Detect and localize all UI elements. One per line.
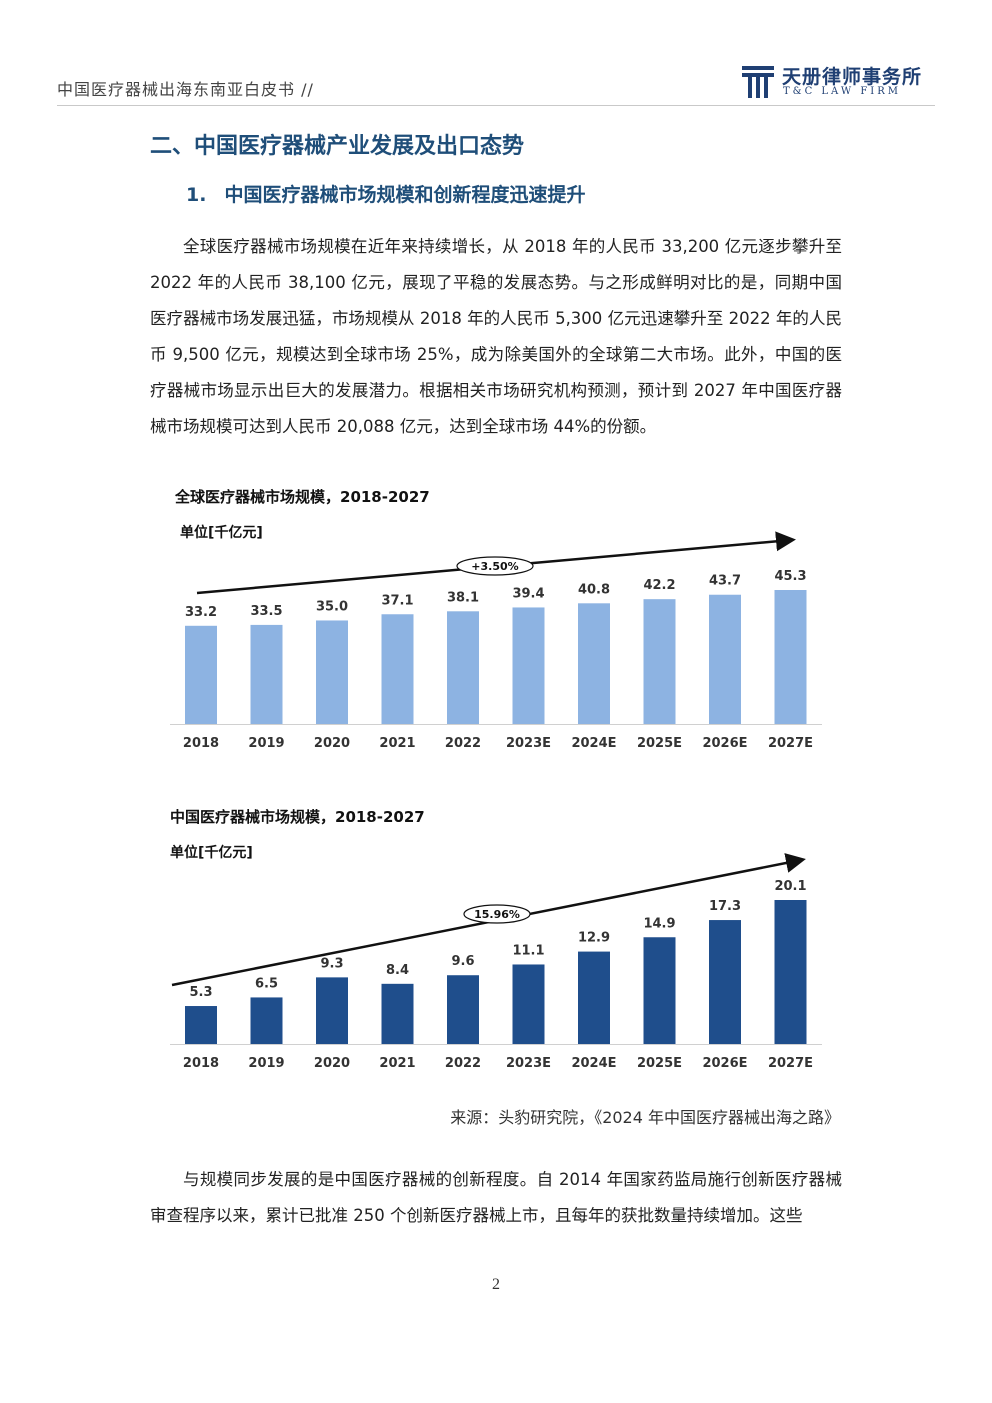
data-label: 33.2 <box>185 605 217 620</box>
x-tick-label: 2021 <box>379 1056 415 1071</box>
data-label: 39.4 <box>512 586 544 601</box>
x-tick-label: 2020 <box>314 736 350 751</box>
global-market-chart: 33.2 2018 33.5 2019 35.0 2020 37.1 2021 38.1 2022… <box>150 480 840 770</box>
data-label: 9.6 <box>451 954 474 969</box>
data-label: 20.1 <box>774 879 806 894</box>
data-label: 43.7 <box>709 574 741 589</box>
section-heading: 二、中国医疗器械产业发展及出口态势 <box>150 134 525 159</box>
bar <box>578 951 610 1044</box>
x-tick-label: 2023E <box>506 736 551 751</box>
bar <box>512 964 545 1044</box>
x-tick-label: 2021 <box>379 736 415 751</box>
x-tick-label: 2020 <box>314 1056 350 1071</box>
bar <box>447 611 479 724</box>
chart-title: 中国医疗器械市场规模，2018-2027 <box>170 808 425 826</box>
bar <box>381 614 414 724</box>
bar <box>709 594 741 724</box>
x-tick-label: 2024E <box>571 1056 616 1071</box>
bar <box>316 977 348 1044</box>
growth-rate-label: +3.50% <box>471 560 518 573</box>
data-label: 9.3 <box>320 956 343 971</box>
data-label: 6.5 <box>255 976 278 991</box>
chart-title: 全球医疗器械市场规模，2018-2027 <box>175 488 430 506</box>
growth-rate-label: 15.96% <box>474 908 520 921</box>
x-tick-label: 2026E <box>702 736 747 751</box>
bar <box>578 603 610 724</box>
bar <box>774 900 807 1044</box>
bar <box>185 1006 217 1044</box>
bar <box>185 625 217 724</box>
bar <box>250 624 283 724</box>
chart-unit-label: 单位[千亿元] <box>170 845 253 861</box>
global-market-chart-svg: 33.2 2018 33.5 2019 35.0 2020 37.1 2021 38.1 2022… <box>170 531 822 751</box>
china-market-chart-svg: 5.3 2018 6.5 2019 9.3 2020 8.4 2021 9.6 2022 11.1 2… <box>170 853 822 1071</box>
data-label: 11.1 <box>512 943 544 958</box>
data-label: 14.9 <box>643 916 675 931</box>
x-tick-label: 2025E <box>637 1056 682 1071</box>
data-label: 12.9 <box>578 931 610 946</box>
x-tick-label: 2023E <box>506 1056 551 1071</box>
x-tick-label: 2024E <box>571 736 616 751</box>
data-label: 35.0 <box>316 599 348 614</box>
body-paragraph-1: 全球医疗器械市场规模在近年来持续增长，从 2018 年的人民币 33,200 亿… <box>150 237 842 436</box>
x-tick-label: 2018 <box>183 1056 219 1071</box>
data-label: 37.1 <box>381 593 413 608</box>
x-tick-label: 2018 <box>183 736 219 751</box>
chart-unit-label: 单位[千亿元] <box>180 525 263 541</box>
data-label: 17.3 <box>709 899 741 914</box>
data-label: 45.3 <box>774 569 806 584</box>
bar <box>447 975 479 1044</box>
bar <box>250 997 283 1044</box>
bar <box>512 607 545 724</box>
x-tick-label: 2019 <box>248 1056 284 1071</box>
bar <box>774 590 807 724</box>
firm-logo-icon <box>742 66 774 98</box>
firm-name-en: T&C LAW FIRM <box>783 86 901 97</box>
growth-rate-badge <box>456 556 534 576</box>
subsection-title: 中国医疗器械市场规模和创新程度迅速提升 <box>224 184 586 206</box>
data-label: 38.1 <box>447 590 479 605</box>
x-tick-label: 2027E <box>768 1056 813 1071</box>
bar <box>709 920 741 1044</box>
x-tick-label: 2025E <box>637 736 682 751</box>
subsection-heading: 1. 中国医疗器械市场规模和创新程度迅速提升 <box>186 180 585 207</box>
data-label: 42.2 <box>643 578 675 593</box>
x-tick-label: 2022 <box>445 736 481 751</box>
bar <box>643 599 676 724</box>
document-running-title: 中国医疗器械出海东南亚白皮书 // <box>57 80 314 99</box>
bar <box>381 983 414 1044</box>
firm-logo: 天册律师事务所 T&C LAW FIRM <box>742 60 932 100</box>
bar <box>316 620 348 724</box>
x-tick-label: 2019 <box>248 736 284 751</box>
data-label: 8.4 <box>386 963 409 978</box>
data-label: 5.3 <box>189 985 212 1000</box>
x-tick-label: 2026E <box>702 1056 747 1071</box>
china-market-chart: 5.3 2018 6.5 2019 9.3 2020 8.4 2021 9.6 2022 11.1 2… <box>150 800 840 1090</box>
subsection-number: 1. <box>186 184 207 206</box>
data-label: 33.5 <box>250 604 282 619</box>
data-label: 40.8 <box>578 582 610 597</box>
bar <box>643 937 676 1044</box>
page-number: 2 <box>492 1276 500 1293</box>
x-tick-label: 2027E <box>768 736 813 751</box>
growth-rate-badge <box>463 904 531 924</box>
body-paragraph-2: 与规模同步发展的是中国医疗器械的创新程度。自 2014 年国家药监局施行创新医疗… <box>150 1170 842 1225</box>
source-note: 来源：头豹研究院，《2024 年中国医疗器械出海之路》 <box>450 1108 840 1127</box>
firm-name-cn: 天册律师事务所 <box>782 66 923 88</box>
x-tick-label: 2022 <box>445 1056 481 1071</box>
header-divider <box>57 105 935 106</box>
